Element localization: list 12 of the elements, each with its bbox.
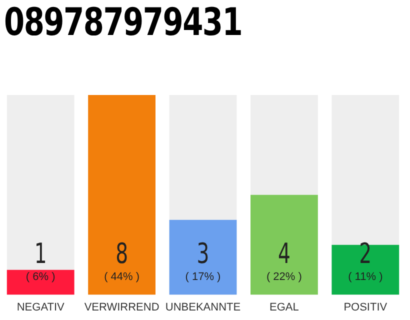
x-tick-label: EGAL [270,301,299,314]
data-label: 2 ( 11% ) [348,237,383,283]
chart-title: 089787979431 [4,0,242,44]
x-tick-label: NEGATIV [16,301,65,314]
data-label: 3 ( 17% ) [185,237,221,283]
x-tick-label: UNBEKANNTE [165,301,241,314]
data-label: 1 ( 6% ) [26,237,56,283]
x-tick-label: VERWIRREND [84,301,160,314]
data-label: 4 ( 22% ) [266,237,302,283]
bar [6,270,74,295]
x-tick-label: POSITIV [344,301,388,314]
data-label: 8 ( 44% ) [104,237,140,283]
